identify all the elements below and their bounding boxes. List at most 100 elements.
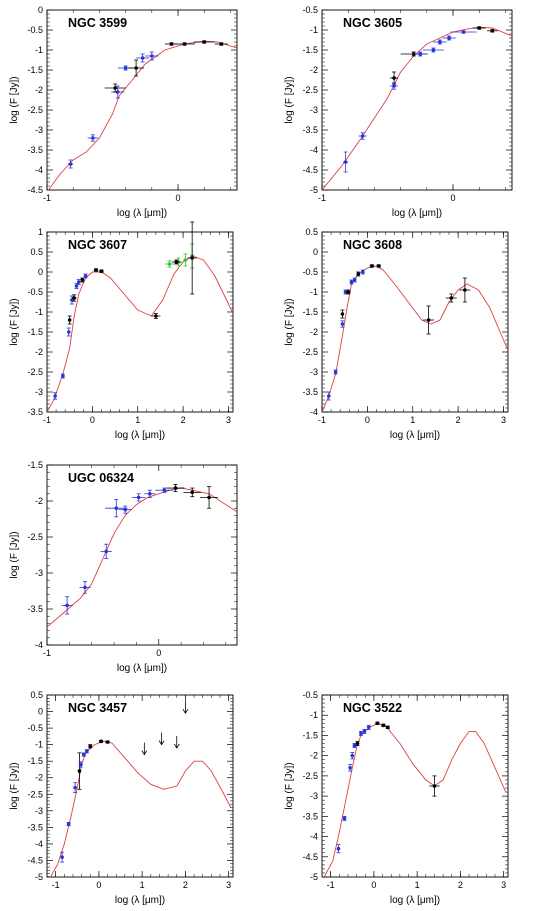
data-point <box>151 313 161 319</box>
point-marker <box>77 769 82 773</box>
point-marker <box>327 394 331 398</box>
y-tick-label: -0.5 <box>27 287 43 297</box>
x-tick-label: 1 <box>410 415 415 425</box>
data-point <box>83 273 88 279</box>
y-tick-label: -1.5 <box>27 327 43 337</box>
x-tick-label: 1 <box>140 880 145 890</box>
point-marker <box>148 492 152 496</box>
x-tick-label: 3 <box>501 415 506 425</box>
data-point <box>128 59 144 77</box>
data-point <box>349 279 354 285</box>
y-tick-label: 0 <box>38 267 43 277</box>
point-marker <box>72 296 77 300</box>
y-tick-label: -1.5 <box>27 65 43 75</box>
panel-title: NGC 3605 <box>343 16 402 30</box>
data-point <box>183 253 188 267</box>
x-tick-label: 0 <box>371 880 376 890</box>
x-tick-label: 2 <box>456 415 461 425</box>
y-tick-label: -3 <box>35 806 43 816</box>
plot-frame <box>321 9 513 191</box>
data-point <box>98 739 104 744</box>
data-point <box>74 283 79 289</box>
point-marker <box>81 752 86 757</box>
y-tick-label: -2.5 <box>27 367 43 377</box>
point-marker <box>336 846 341 851</box>
plot-frame <box>46 694 234 878</box>
data-point <box>429 775 440 797</box>
point-marker <box>343 290 348 294</box>
sed-panel-4: -4 -3.5 -3 -2.5 -2 -1.5 -1 -0.5 0 0.5 -1 0 1 2 3 log (λ… <box>284 227 509 441</box>
data-point <box>381 723 386 728</box>
y-tick-label: -2 <box>35 347 43 357</box>
point-marker <box>352 278 357 282</box>
point-marker <box>343 160 348 164</box>
y-axis-label: log (F [Jy]) <box>9 762 20 809</box>
data-point <box>355 741 360 746</box>
point-marker <box>190 490 195 495</box>
data-point <box>66 327 71 337</box>
plot-frame <box>321 231 509 413</box>
point-marker <box>169 42 174 46</box>
y-tick-label: -4.5 <box>27 185 43 195</box>
y-tick-label: -3 <box>310 105 318 115</box>
y-tick-label: -4.5 <box>27 855 43 865</box>
data-point <box>390 71 398 85</box>
point-marker <box>66 330 71 334</box>
data-point <box>100 543 112 559</box>
sed-panel-1: -4.5 -4 -3.5 -3 -2.5 -2 -1.5 -1 -0.5 0 -1 0 log (λ [… <box>9 5 238 219</box>
point-marker <box>352 743 357 748</box>
point-marker <box>190 256 194 260</box>
point-marker <box>83 585 87 590</box>
data-point <box>136 53 150 63</box>
point-marker <box>60 855 64 859</box>
data-point <box>104 83 126 93</box>
point-marker <box>66 822 71 826</box>
data-point <box>390 82 398 90</box>
x-axis-label: log (λ [μm]) <box>390 895 440 906</box>
y-tick-label: -4 <box>310 407 318 417</box>
data-point <box>346 289 351 295</box>
y-tick-label: -4 <box>310 145 318 155</box>
y-tick-label: -3 <box>35 125 43 135</box>
data-point <box>80 277 85 283</box>
data-point <box>145 51 159 61</box>
data-point <box>360 269 365 275</box>
data-point <box>81 752 86 757</box>
data-point <box>350 752 355 760</box>
y-tick-label: -3.5 <box>27 822 43 832</box>
data-point <box>77 752 82 790</box>
point-marker <box>136 495 141 500</box>
y-tick-label: -2.5 <box>302 771 318 781</box>
data-point <box>155 487 174 493</box>
sed-panel-6: -5 -4.5 -4 -3.5 -3 -2.5 -2 -1.5 -1 -0.5 0 0.5 -1 0 1 2 3… <box>9 690 234 906</box>
y-tick-label: -3.5 <box>302 811 318 821</box>
point-marker <box>392 84 396 88</box>
data-point <box>93 268 99 272</box>
point-marker <box>375 721 380 726</box>
sed-panel-3: -3.5 -3 -2.5 -2 -1.5 -1 -0.5 0 0.5 1 -1 0 1 2 3 log (λ … <box>9 221 234 441</box>
y-tick-label: -3.5 <box>27 407 43 417</box>
data-point <box>105 499 128 518</box>
y-tick-label: -2 <box>35 85 43 95</box>
data-point <box>79 581 91 594</box>
data-point <box>73 782 78 794</box>
point-marker <box>105 740 110 744</box>
x-tick-label: 1 <box>135 415 140 425</box>
y-tick-label: 0.5 <box>305 227 318 237</box>
y-tick-label: -1 <box>310 287 318 297</box>
data-point <box>164 260 175 268</box>
point-marker <box>99 739 103 744</box>
data-point <box>487 29 498 33</box>
x-tick-label: 0 <box>176 193 181 203</box>
y-tick-label: -2 <box>35 496 43 506</box>
data-point <box>183 487 202 498</box>
point-marker <box>183 258 188 262</box>
data-point <box>340 320 345 328</box>
data-point <box>61 596 73 615</box>
point-marker <box>68 162 73 166</box>
y-tick-label: -3 <box>35 568 43 578</box>
y-tick-label: -2 <box>310 65 318 75</box>
y-tick-label: -5 <box>310 872 318 882</box>
y-tick-label: -1.5 <box>302 307 318 317</box>
